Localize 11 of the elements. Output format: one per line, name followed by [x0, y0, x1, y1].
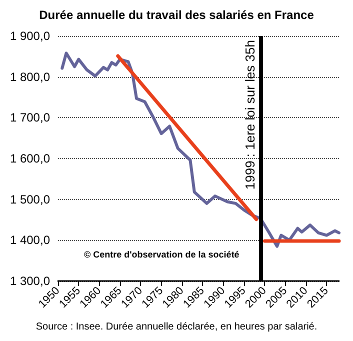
y-tick-label: 1 700,0 — [10, 110, 50, 125]
y-tick-label: 1 800,0 — [10, 70, 50, 84]
y-tick-label: 1 300,0 — [10, 274, 50, 288]
y-tick-label: 1 500,0 — [10, 192, 50, 206]
chart-title: Durée annuelle du travail des salariés en France — [39, 8, 314, 22]
y-tick-label: 1 600,0 — [10, 152, 50, 166]
y-tick-label: 1 400,0 — [10, 233, 50, 248]
source-note: Source : Insee. Durée annuelle déclarée, en heures par salarié. — [36, 322, 318, 332]
ref-line-label: 1999 : 1ere loi sur les 35h — [242, 40, 258, 190]
annotation: © Centre d'observation de la société — [84, 250, 240, 260]
y-tick-label: 1 900,0 — [10, 29, 50, 43]
